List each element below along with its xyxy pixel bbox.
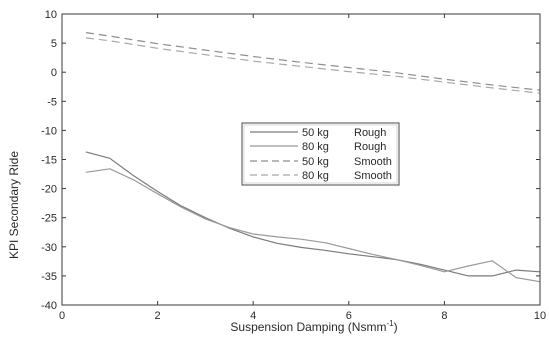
legend-label-50kg-rough: 50 kg bbox=[302, 127, 329, 139]
y-tick-label: -40 bbox=[41, 300, 57, 312]
y-tick-label: 10 bbox=[45, 9, 57, 21]
series-line-80kg-rough bbox=[85, 168, 541, 283]
ticks-layer: 0 2 4 6 8 10 10 5 0 -5 -10 -15 -20 -25 -30 -35 -40 bbox=[41, 9, 546, 322]
x-tick-label: 0 bbox=[59, 310, 65, 322]
y-tick-label: -30 bbox=[41, 242, 57, 254]
legend-box bbox=[241, 122, 400, 186]
y-tick-label: 0 bbox=[51, 67, 57, 79]
y-tick-label: -35 bbox=[41, 271, 57, 283]
y-axis-title: KPI Secondary Ride bbox=[7, 151, 21, 259]
x-axis-title-main: Suspension Damping (Nsmm bbox=[230, 320, 386, 334]
y-tick-label: -20 bbox=[41, 184, 57, 196]
x-tick-label: 10 bbox=[534, 310, 546, 322]
series-line-50kg-rough bbox=[85, 151, 541, 277]
x-axis-title: Suspension Damping (Nsmm-1) bbox=[230, 319, 397, 334]
legend-label-80kg-smooth: 80 kg bbox=[302, 170, 329, 182]
x-axis-title-suffix: ) bbox=[394, 320, 398, 334]
y-tick-label: -10 bbox=[41, 125, 57, 137]
series-lines-layer bbox=[85, 32, 541, 283]
legend-label-80kg-rough: 80 kg bbox=[302, 141, 329, 153]
legend-condition-50kg-smooth: Smooth bbox=[354, 156, 392, 168]
legend: 50 kg Rough 80 kg Rough 50 kg Smooth 80 … bbox=[241, 122, 400, 186]
legend-label-50kg-smooth: 50 kg bbox=[302, 156, 329, 168]
legend-condition-50kg-rough: Rough bbox=[354, 127, 386, 139]
x-tick-label: 8 bbox=[441, 310, 447, 322]
y-tick-label: 5 bbox=[51, 38, 57, 50]
y-tick-label: -25 bbox=[41, 213, 57, 225]
x-axis-title-superscript: -1 bbox=[386, 319, 394, 328]
y-tick-label: -5 bbox=[47, 96, 57, 108]
x-tick-label: 2 bbox=[155, 310, 161, 322]
legend-condition-80kg-rough: Rough bbox=[354, 141, 386, 153]
x-tick-label: 6 bbox=[346, 310, 352, 322]
legend-box-inner bbox=[243, 124, 398, 184]
y-tick-label: -15 bbox=[41, 155, 57, 167]
series-line-50kg-smooth bbox=[85, 32, 541, 91]
legend-condition-80kg-smooth: Smooth bbox=[354, 170, 392, 182]
x-tick-label: 4 bbox=[250, 310, 256, 322]
series-line-80kg-smooth bbox=[85, 37, 541, 94]
